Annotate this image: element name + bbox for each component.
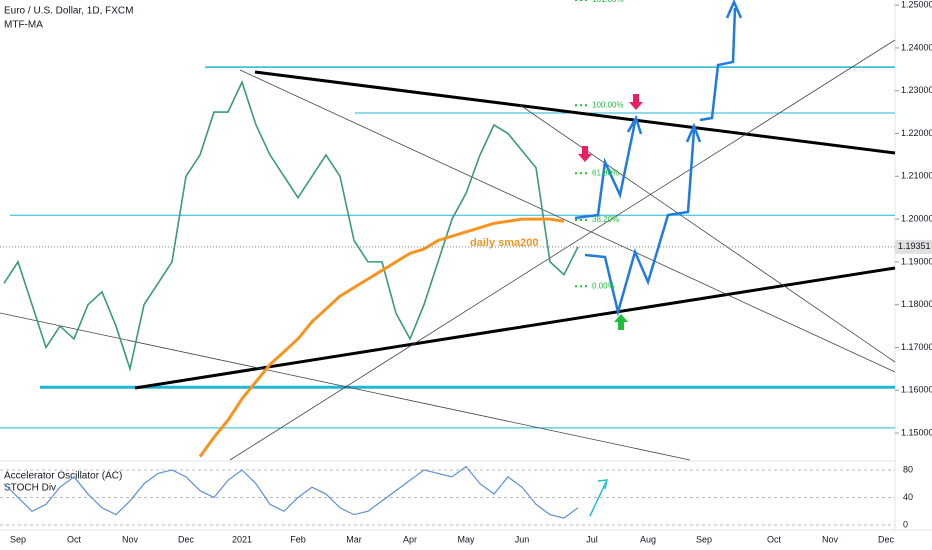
x-tick-label: Sep bbox=[10, 534, 26, 544]
signal-arrows bbox=[578, 94, 643, 330]
forecast-arrows bbox=[574, 0, 743, 517]
y-tick-label: 1.20000 bbox=[901, 213, 932, 223]
x-tick-label: Sep bbox=[696, 534, 712, 544]
y-tick-label: 1.17000 bbox=[901, 342, 932, 352]
indicator-line bbox=[3, 465, 579, 519]
series-line bbox=[198, 217, 565, 458]
x-tick-label: Nov bbox=[122, 534, 139, 544]
x-tick-label: Dec bbox=[178, 534, 195, 544]
x-tick-label: Jun bbox=[515, 534, 530, 544]
last-price-tag bbox=[895, 239, 932, 254]
y-tick-label: 1.23000 bbox=[901, 85, 932, 95]
last-price-label: 1.19351 bbox=[898, 241, 931, 251]
x-tick-label: 2021 bbox=[232, 534, 252, 544]
indicator-tick-label: 0 bbox=[903, 519, 908, 529]
fib-label: 100.00% bbox=[592, 100, 624, 109]
y-tick-label: 1.24000 bbox=[901, 42, 932, 52]
fib-label: 61.80% bbox=[592, 168, 619, 177]
indicator-subtitle: STOCH Div bbox=[4, 483, 56, 494]
y-tick-label: 1.18000 bbox=[901, 299, 932, 309]
y-tick-label: 1.21000 bbox=[901, 171, 932, 181]
x-tick-label: Oct bbox=[767, 534, 782, 544]
indicator-tick-label: 80 bbox=[903, 464, 913, 474]
fib-label: 161.80% bbox=[592, 0, 624, 4]
series-line bbox=[3, 79, 579, 372]
x-tick-label: Mar bbox=[346, 534, 362, 544]
indicator-tick-label: 40 bbox=[903, 492, 913, 502]
y-tick-label: 1.25000 bbox=[901, 0, 932, 10]
trendlines bbox=[0, 39, 896, 461]
chart-subtitle: MTF-MA bbox=[4, 20, 43, 31]
x-tick-label: Jul bbox=[586, 534, 598, 544]
x-tick-label: Oct bbox=[67, 534, 82, 544]
x-tick-label: Apr bbox=[403, 534, 417, 544]
y-tick-label: 1.15000 bbox=[901, 427, 932, 437]
x-tick-label: Nov bbox=[822, 534, 839, 544]
x-tick-label: May bbox=[457, 534, 475, 544]
fib-label: 0.00% bbox=[592, 281, 615, 290]
y-tick-label: 1.22000 bbox=[901, 128, 932, 138]
x-tick-label: Dec bbox=[878, 534, 895, 544]
chart-title: Euro / U.S. Dollar, 1D, FXCM bbox=[4, 6, 133, 17]
x-tick-label: Feb bbox=[290, 534, 306, 544]
x-tick-label: Aug bbox=[640, 534, 656, 544]
y-tick-label: 1.16000 bbox=[901, 385, 932, 395]
fib-label: 38.20% bbox=[592, 215, 619, 224]
series-label: daily sma200 bbox=[470, 237, 539, 249]
indicator-title: Accelerator Oscillator (AC) bbox=[4, 471, 122, 482]
y-tick-label: 1.19000 bbox=[901, 256, 932, 266]
